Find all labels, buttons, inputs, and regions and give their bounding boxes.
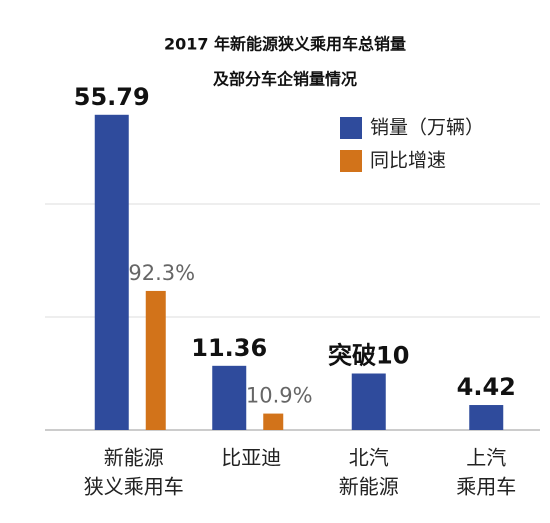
legend-label: 同比增速: [370, 150, 446, 172]
bar: [469, 405, 504, 430]
bar: [263, 413, 284, 430]
x-tick-label: 上汽: [466, 446, 506, 470]
bar: [145, 290, 166, 430]
x-tick-label: 新能源: [339, 475, 399, 499]
bar: [94, 114, 129, 430]
x-tick-label: 乘用车: [456, 475, 516, 499]
chart-subtitle: 及部分车企销量情况: [213, 70, 357, 89]
value-label: 4.42: [457, 373, 516, 401]
value-label: 11.36: [191, 334, 267, 362]
value-label: 突破10: [328, 342, 409, 370]
bar: [351, 373, 386, 430]
legend-label: 销量（万辆）: [370, 117, 484, 139]
chart-title: 2017 年新能源狭义乘用车总销量: [164, 35, 406, 54]
value-label: 92.3%: [128, 261, 195, 285]
x-tick-label: 狭义乘用车: [84, 475, 184, 499]
value-label: 55.79: [74, 83, 150, 111]
bar: [212, 365, 247, 430]
x-tick-label: 北汽: [349, 446, 389, 470]
x-tick-label: 新能源: [104, 446, 164, 470]
x-tick-label: 比亚迪: [221, 446, 281, 470]
value-label: 10.9%: [246, 384, 313, 408]
legend-swatch: [340, 117, 362, 139]
legend-swatch: [340, 150, 362, 172]
